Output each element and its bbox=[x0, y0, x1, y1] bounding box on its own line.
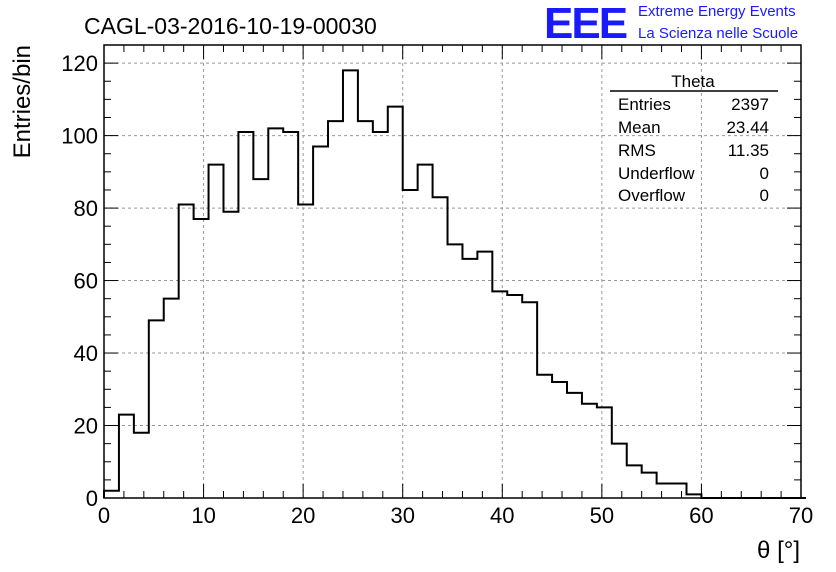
stat-value-mean: 23.44 bbox=[726, 118, 769, 137]
histogram-step-line bbox=[103, 69, 806, 499]
run-title: CAGL-03-2016-10-19-00030 bbox=[84, 13, 377, 39]
stat-value-rms: 11.35 bbox=[728, 141, 769, 160]
y-tick-labels: 0 20 40 60 80 100 120 bbox=[61, 51, 98, 511]
stat-label-entries: Entries bbox=[618, 95, 671, 114]
y-tick-label: 40 bbox=[74, 341, 98, 366]
y-axis-title: Entries/bin bbox=[9, 45, 36, 158]
plot-frame bbox=[103, 44, 802, 499]
eee-logo: EEE bbox=[544, 0, 628, 48]
x-tick-label: 10 bbox=[191, 503, 215, 528]
stat-label-underflow: Underflow bbox=[618, 164, 695, 183]
stat-label-rms: RMS bbox=[618, 141, 656, 160]
y-tick-label: 80 bbox=[74, 196, 98, 221]
x-tick-labels: 0 10 20 30 40 50 60 70 bbox=[98, 503, 813, 528]
stat-label-overflow: Overflow bbox=[618, 186, 686, 205]
stat-value-entries: 2397 bbox=[731, 95, 769, 114]
x-tick-label: 0 bbox=[98, 503, 110, 528]
eee-logo-line1: Extreme Energy Events bbox=[638, 3, 796, 20]
grid-lines bbox=[104, 45, 801, 498]
x-axis-title: θ [°] bbox=[757, 537, 800, 564]
y-tick-label: 0 bbox=[86, 486, 98, 511]
stats-box-title: Theta bbox=[671, 72, 715, 91]
x-tick-label: 70 bbox=[789, 503, 813, 528]
stat-value-underflow: 0 bbox=[760, 164, 769, 183]
y-tick-label: 100 bbox=[61, 124, 98, 149]
x-tick-label: 40 bbox=[490, 503, 514, 528]
y-tick-label: 120 bbox=[61, 51, 98, 76]
stat-value-overflow: 0 bbox=[760, 186, 769, 205]
y-tick-label: 60 bbox=[74, 269, 98, 294]
x-tick-label: 50 bbox=[590, 503, 614, 528]
y-tick-label: 20 bbox=[74, 414, 98, 439]
x-tick-label: 60 bbox=[689, 503, 713, 528]
eee-logo-line2: La Scienza nelle Scuole bbox=[638, 25, 799, 42]
x-tick-label: 20 bbox=[291, 503, 315, 528]
axis-ticks bbox=[103, 44, 802, 499]
stats-box: Theta Entries 2397 Mean 23.44 RMS 11.35 … bbox=[610, 72, 778, 205]
x-tick-label: 30 bbox=[390, 503, 414, 528]
stat-label-mean: Mean bbox=[618, 118, 661, 137]
